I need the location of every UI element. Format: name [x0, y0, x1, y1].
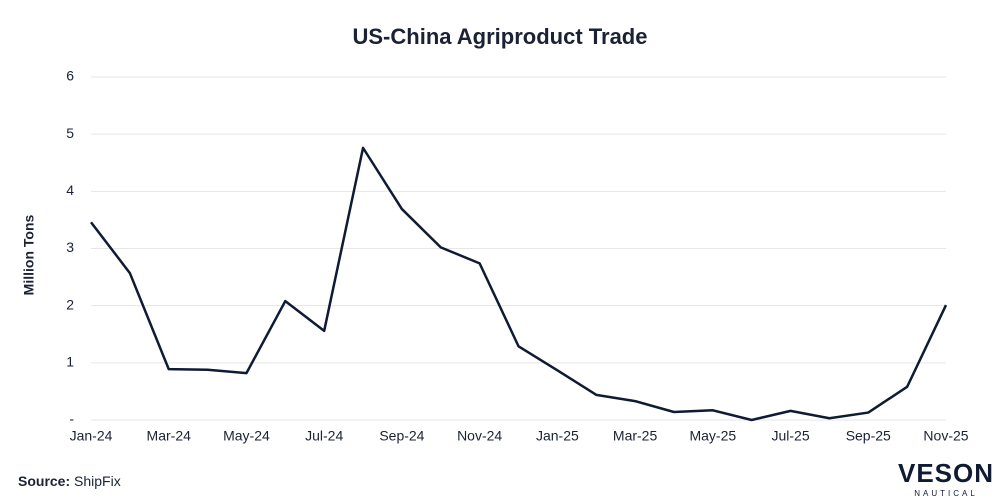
source-text: ShipFix: [74, 473, 121, 489]
x-tick-label: Mar-25: [613, 428, 658, 444]
source: Source: ShipFix: [18, 473, 121, 489]
data-line: [90, 146, 948, 422]
y-tick-label: 4: [66, 182, 74, 198]
x-tick-label: Jan-25: [536, 428, 579, 444]
chart-title: US-China Agriproduct Trade: [353, 24, 648, 49]
y-axis-label: Million Tons: [21, 214, 37, 295]
logo: VESON: [898, 458, 994, 488]
x-tick-label: Nov-25: [923, 428, 968, 444]
y-tick-label: 5: [66, 125, 74, 141]
y-tick-label: 3: [66, 239, 74, 255]
x-tick-label: Jul-25: [771, 428, 809, 444]
x-tick-label: Jul-24: [305, 428, 343, 444]
y-tick-label: 2: [66, 296, 74, 312]
x-tick-label: May-25: [689, 428, 736, 444]
x-tick-label: Jan-24: [70, 428, 113, 444]
x-tick-label: May-24: [223, 428, 270, 444]
logo-sub: NAUTICAL: [914, 489, 978, 498]
x-tick-label: Nov-24: [457, 428, 502, 444]
y-tick-label: 1: [66, 354, 74, 370]
x-tick-label: Mar-24: [147, 428, 192, 444]
x-tick-label: Sep-25: [846, 428, 891, 444]
source-label: Source:: [18, 473, 70, 489]
y-tick-label: -: [69, 411, 74, 427]
y-tick-label: 6: [66, 68, 74, 84]
x-tick-label: Sep-24: [379, 428, 424, 444]
